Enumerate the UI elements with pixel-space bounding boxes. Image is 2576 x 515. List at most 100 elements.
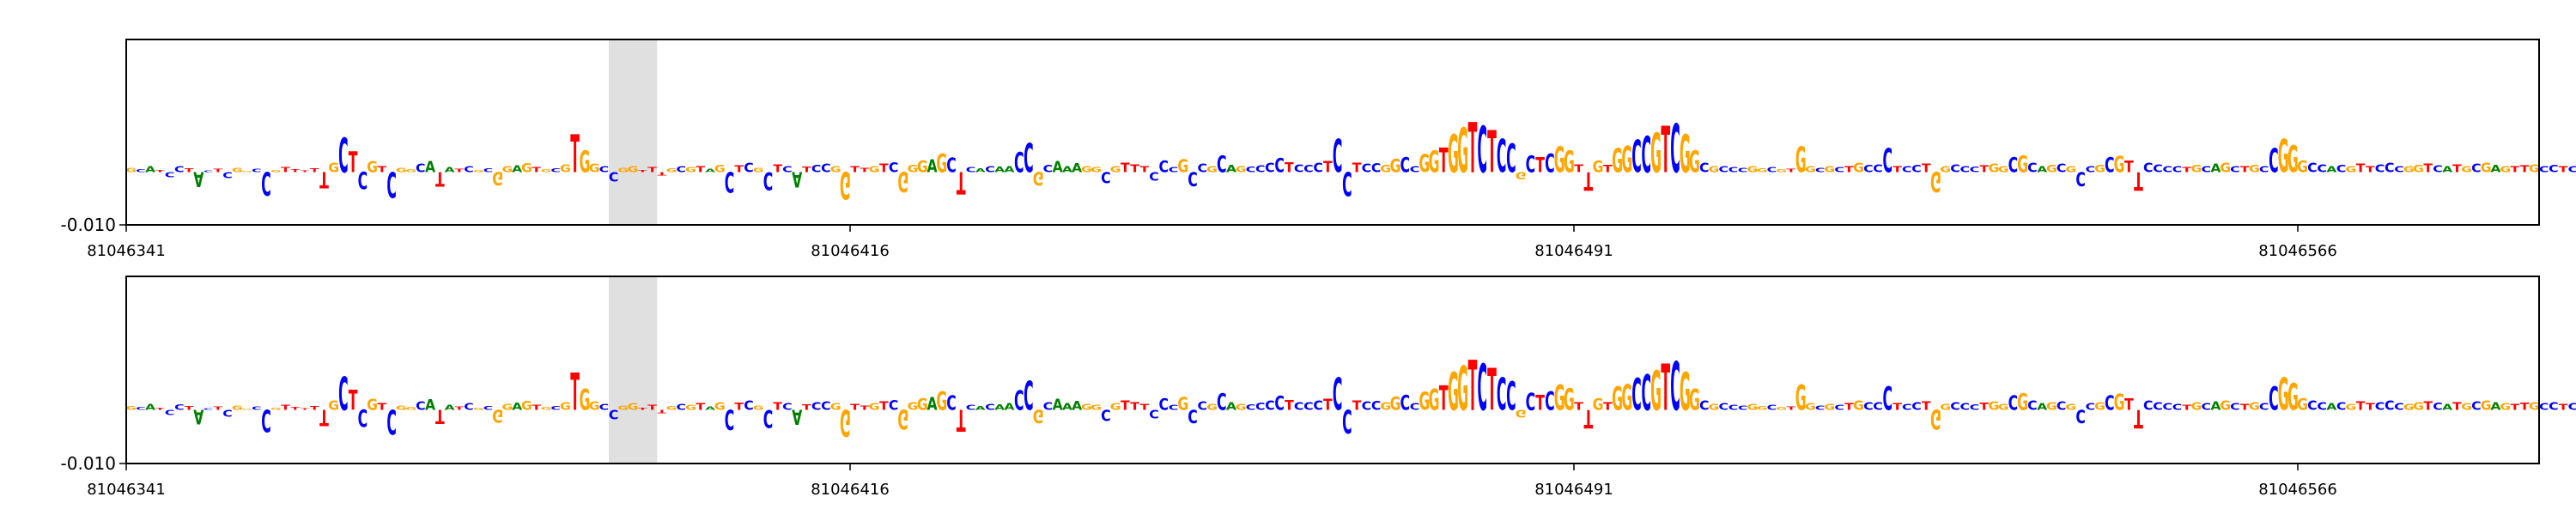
logo-letter-c: C bbox=[338, 128, 349, 184]
logo-letter-g: G bbox=[125, 405, 137, 411]
logo-letter-c: C bbox=[1217, 391, 1227, 416]
logo-letter-a: A bbox=[2490, 401, 2500, 413]
logo-letter-c: C bbox=[1911, 401, 1922, 413]
logo-letter-c: C bbox=[222, 169, 233, 179]
logo-letter-t: T bbox=[1844, 403, 1854, 413]
axes-frame bbox=[125, 39, 2540, 226]
logo-letter-g: G bbox=[2403, 165, 2415, 174]
logo-letter-g: G bbox=[936, 388, 947, 417]
logo-letter-t: T bbox=[2240, 403, 2250, 413]
logo-letter-g: G bbox=[1998, 403, 2009, 413]
logo-letter-c: C bbox=[1526, 151, 1536, 179]
logo-letter-c: C bbox=[1342, 164, 1352, 202]
logo-letter-c: C bbox=[1255, 164, 1266, 175]
logo-letter-g: G bbox=[579, 145, 590, 179]
logo-letter-g: G bbox=[917, 396, 928, 415]
logo-letter-t: T bbox=[1661, 351, 1670, 426]
logo-letter-c: C bbox=[386, 163, 397, 203]
x-tick-label: 81046341 bbox=[87, 481, 166, 499]
logo-letter-c: C bbox=[2057, 161, 2067, 175]
logo-letter-a: A bbox=[792, 167, 802, 191]
logo-letter-g: G bbox=[1554, 379, 1565, 419]
logo-letter-g: G bbox=[2481, 161, 2492, 176]
logo-letter-g: G bbox=[270, 407, 282, 410]
logo-letter-t: T bbox=[1352, 161, 1362, 176]
logo-letter-g: G bbox=[1236, 165, 1247, 174]
logo-letter-g: G bbox=[232, 167, 243, 173]
logo-letter-c: C bbox=[2539, 165, 2549, 175]
logo-letter-c: C bbox=[1728, 404, 1739, 412]
logo-letter-t: T bbox=[349, 147, 358, 179]
logo-letter-c: C bbox=[2549, 163, 2559, 175]
logo-letter-g: G bbox=[579, 384, 590, 418]
logo-letter-t: T bbox=[2452, 163, 2462, 175]
logo-letter-c: C bbox=[2153, 163, 2163, 175]
logo-letter-t: T bbox=[2423, 161, 2433, 175]
logo-letter-a: A bbox=[1062, 165, 1073, 175]
logo-letter-c: C bbox=[261, 403, 271, 439]
logo-letter-g: G bbox=[617, 167, 629, 173]
logo-letter-c: C bbox=[1718, 403, 1728, 413]
logo-letter-t: T bbox=[290, 407, 300, 411]
highlight-region bbox=[609, 276, 658, 464]
logo-letter-a: A bbox=[2210, 400, 2221, 414]
logo-letter-t: T bbox=[155, 407, 165, 410]
logo-letter-g: G bbox=[1747, 403, 1759, 413]
logo-letter-t: T bbox=[1468, 107, 1478, 188]
logo-letter-c: C bbox=[2057, 400, 2067, 414]
logo-letter-c: C bbox=[1738, 167, 1748, 173]
logo-letter-c: C bbox=[2075, 167, 2086, 190]
logo-letter-c: C bbox=[1294, 163, 1304, 175]
logo-letter-c: C bbox=[2027, 398, 2038, 414]
logo-letter-t: T bbox=[638, 169, 647, 173]
logo-letter-g: G bbox=[1419, 150, 1430, 178]
logo-letter-c: C bbox=[136, 168, 146, 173]
logo-letter-g: G bbox=[1593, 396, 1604, 415]
logo-letter-a: A bbox=[975, 405, 987, 411]
y-axis: -0.010 bbox=[61, 453, 126, 474]
logo-letter-a: A bbox=[145, 403, 155, 413]
logo-letter-c: C bbox=[1169, 167, 1179, 174]
logo-letter-c: C bbox=[1883, 142, 1893, 179]
logo-letter-g: G bbox=[1612, 142, 1623, 179]
logo-letter-c: C bbox=[599, 165, 610, 174]
logo-letter-c: C bbox=[2317, 163, 2327, 175]
logo-letter-c: C bbox=[985, 403, 995, 413]
logo-letter-c: C bbox=[966, 404, 976, 412]
x-tick-label: 81046491 bbox=[1534, 481, 1613, 499]
logo-letter-c: C bbox=[946, 392, 957, 415]
logo-letter-c: C bbox=[1699, 398, 1710, 414]
logo-letter-c: C bbox=[2259, 403, 2269, 413]
logo-letter-t: T bbox=[696, 403, 705, 413]
logo-letter-c: C bbox=[464, 165, 474, 175]
logo-letter-a: A bbox=[2490, 163, 2500, 175]
logo-letter-g: G bbox=[2461, 403, 2472, 413]
logo-letter-g: G bbox=[560, 401, 571, 413]
logo-letter-g: G bbox=[1081, 165, 1092, 174]
logo-letter-a: A bbox=[145, 165, 156, 175]
logo-letter-g: G bbox=[897, 403, 908, 435]
logo-letter-g: G bbox=[830, 403, 841, 413]
logo-letter-t: T bbox=[1130, 163, 1139, 175]
logo-letter-g: G bbox=[685, 167, 696, 174]
logo-letter-g: G bbox=[1177, 156, 1188, 176]
logo-letter-c: C bbox=[1188, 167, 1198, 190]
logo-letter-g: G bbox=[1448, 125, 1459, 185]
logo-letter-t: T bbox=[1787, 168, 1796, 173]
logo-letter-g: G bbox=[1448, 363, 1459, 423]
logo-letter-c: C bbox=[416, 400, 426, 414]
logo-letter-t: T bbox=[1121, 161, 1130, 176]
logo-letter-g: G bbox=[908, 163, 919, 175]
logo-letter-a: A bbox=[193, 405, 204, 428]
logo-letter-t: T bbox=[2356, 400, 2366, 414]
logo-letter-c: C bbox=[2568, 403, 2576, 413]
logo-letter-c: C bbox=[1526, 389, 1536, 416]
logo-letter-t: T bbox=[2511, 165, 2520, 174]
logo-letter-t: T bbox=[1893, 165, 1902, 175]
logo-letter-t: T bbox=[773, 401, 782, 413]
logo-letter-t: T bbox=[2366, 403, 2375, 413]
logo-letter-t: T bbox=[1139, 403, 1149, 413]
logo-letter-c: C bbox=[2336, 163, 2347, 175]
logo-letter-t: T bbox=[2134, 166, 2143, 196]
logo-letter-g: G bbox=[2297, 158, 2308, 177]
